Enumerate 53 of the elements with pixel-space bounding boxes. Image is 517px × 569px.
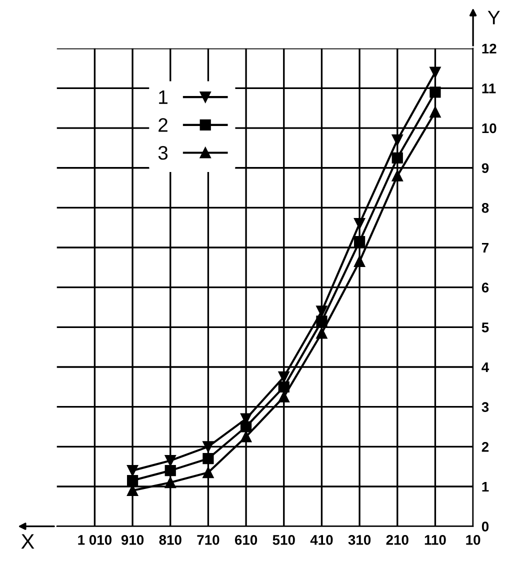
- x-tick-label: 110: [424, 535, 446, 545]
- y-tick-label: 2: [482, 442, 489, 452]
- point: [240, 421, 252, 432]
- point: [202, 467, 214, 478]
- point: [392, 152, 403, 164]
- x-tick-label: 810: [159, 535, 182, 545]
- point: [316, 316, 328, 327]
- y-tick-label: 5: [482, 322, 489, 332]
- y-tick-label: 6: [482, 282, 489, 293]
- y-tick-label: 0: [482, 522, 489, 532]
- y-tick-label: 1: [482, 482, 489, 492]
- x-tick-label: 10: [466, 535, 480, 545]
- point: [430, 86, 441, 98]
- y-tick-label: 7: [482, 242, 488, 253]
- point: [240, 431, 252, 442]
- y-tick-label: 4: [482, 362, 490, 372]
- y-tick-label: 8: [482, 203, 489, 213]
- point: [354, 236, 366, 248]
- point: [126, 465, 138, 476]
- point: [164, 455, 176, 466]
- x-tick-label: 610: [234, 535, 258, 545]
- y-tick-label: 9: [482, 163, 489, 174]
- legend-label: 2: [158, 118, 168, 132]
- x-tick-label: 510: [272, 535, 295, 545]
- point: [354, 218, 366, 230]
- point: [202, 453, 214, 464]
- x-tick-label: 210: [386, 535, 408, 545]
- x-tick-label: 910: [121, 535, 144, 545]
- point: [202, 441, 214, 452]
- x-tick-label: 1 010: [78, 535, 112, 545]
- point: [316, 328, 328, 339]
- legend-label: 1: [159, 90, 168, 104]
- point: [392, 134, 403, 146]
- point: [392, 170, 403, 182]
- point: [430, 106, 441, 118]
- point: [278, 371, 290, 383]
- point: [164, 465, 176, 476]
- point: [354, 256, 366, 268]
- x-tick-label: 310: [348, 535, 371, 545]
- y-tick-label: 10: [482, 123, 496, 134]
- point: [126, 474, 138, 486]
- y-tick-label: 11: [482, 84, 496, 94]
- x-axis-title: X: [21, 534, 34, 549]
- y-tick-label: 3: [482, 402, 489, 412]
- point: [316, 306, 328, 317]
- point: [278, 391, 290, 402]
- legend-label: 3: [158, 146, 168, 160]
- point: [430, 66, 441, 78]
- x-tick-label: 710: [197, 535, 220, 545]
- y-tick-label: 12: [482, 44, 496, 54]
- point: [164, 476, 176, 488]
- x-tick-label: 410: [310, 535, 333, 545]
- y-axis-title: Y: [488, 10, 500, 24]
